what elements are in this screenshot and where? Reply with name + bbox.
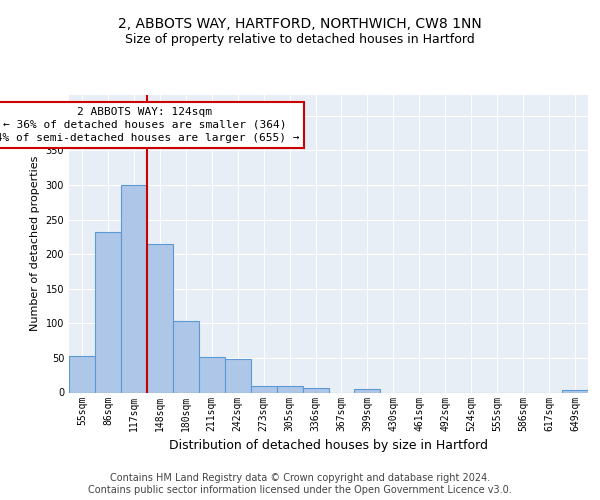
Bar xyxy=(121,185,147,392)
Text: 2 ABBOTS WAY: 124sqm
← 36% of detached houses are smaller (364)
64% of semi-deta: 2 ABBOTS WAY: 124sqm ← 36% of detached h… xyxy=(0,107,299,143)
Bar xyxy=(173,321,199,392)
Bar xyxy=(562,390,588,392)
X-axis label: Distribution of detached houses by size in Hartford: Distribution of detached houses by size … xyxy=(169,439,488,452)
Text: Contains HM Land Registry data © Crown copyright and database right 2024.
Contai: Contains HM Land Registry data © Crown c… xyxy=(88,474,512,495)
Bar xyxy=(355,389,380,392)
Text: 2, ABBOTS WAY, HARTFORD, NORTHWICH, CW8 1NN: 2, ABBOTS WAY, HARTFORD, NORTHWICH, CW8 … xyxy=(118,18,482,32)
Bar xyxy=(251,386,277,392)
Bar xyxy=(277,386,302,392)
Bar xyxy=(199,356,224,392)
Bar xyxy=(225,358,251,392)
Bar xyxy=(95,232,121,392)
Y-axis label: Number of detached properties: Number of detached properties xyxy=(30,156,40,332)
Text: Size of property relative to detached houses in Hartford: Size of property relative to detached ho… xyxy=(125,32,475,46)
Bar xyxy=(147,244,173,392)
Bar xyxy=(69,356,95,393)
Bar xyxy=(302,388,329,392)
